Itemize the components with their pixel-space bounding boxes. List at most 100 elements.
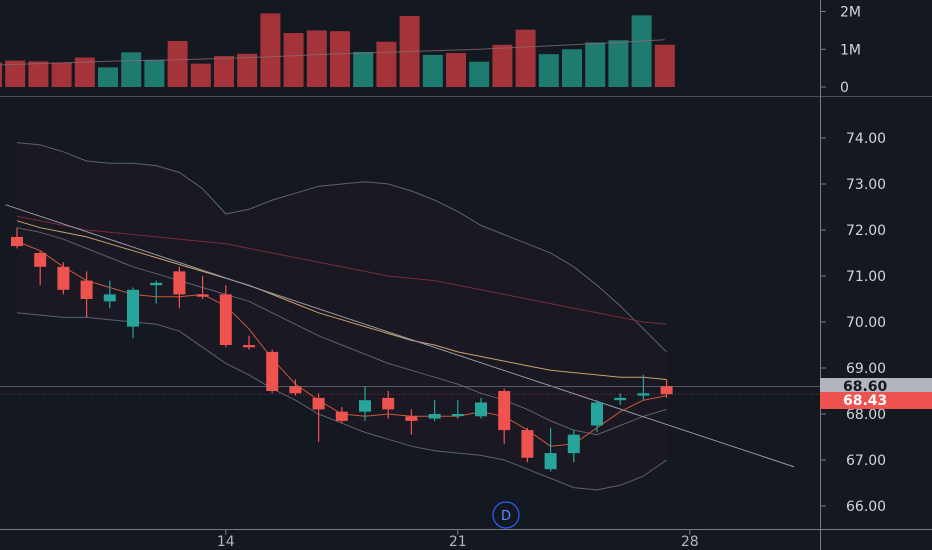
ma-slow-line <box>16 215 667 325</box>
candle[interactable] <box>34 250 47 286</box>
price-tick-label: 73.00 <box>846 177 886 193</box>
time-tick-label: 21 <box>449 534 467 550</box>
volume-bar <box>28 61 49 87</box>
candle-body[interactable] <box>428 414 441 419</box>
candle[interactable] <box>614 393 627 405</box>
candle-body[interactable] <box>11 236 23 247</box>
candle[interactable] <box>451 400 464 419</box>
volume-bar <box>121 52 142 87</box>
candle[interactable] <box>637 374 650 401</box>
volume-bar <box>353 51 374 87</box>
candle[interactable] <box>196 276 209 299</box>
candle-body[interactable] <box>150 282 163 286</box>
candle[interactable] <box>150 280 163 304</box>
last-price-label: 68.43 <box>843 393 887 409</box>
volume-bar <box>492 44 513 87</box>
candle[interactable] <box>521 427 534 463</box>
time-tick-label: 14 <box>217 534 235 550</box>
price-tick-label: 71.00 <box>846 269 886 285</box>
candle-body[interactable] <box>289 386 302 394</box>
trendline[interactable] <box>5 204 795 468</box>
volume-bar <box>422 54 443 87</box>
candle-body[interactable] <box>359 400 371 412</box>
price-axis[interactable]: 66.00 67.00 68.00 69.00 70.00 71.00 72.00 73.00… <box>820 131 886 515</box>
candle[interactable] <box>127 287 139 339</box>
candle-body[interactable] <box>567 434 580 454</box>
volume-bar <box>306 30 327 88</box>
candle-body[interactable] <box>614 397 627 401</box>
candle-body[interactable] <box>544 453 557 470</box>
candle-body[interactable] <box>34 253 47 267</box>
volume-panel <box>0 13 675 88</box>
crosshair-badge-bg <box>820 378 932 395</box>
price-tick-label: 68.00 <box>846 407 886 423</box>
candle-body[interactable] <box>243 345 255 348</box>
volume-bar <box>167 40 188 87</box>
candle-body[interactable] <box>127 289 139 327</box>
price-tick-label: 72.00 <box>846 223 886 239</box>
volume-tick-label: 2M <box>840 5 861 21</box>
volume-axis[interactable]: 0 1M 2M <box>820 5 861 96</box>
candle-body[interactable] <box>103 294 116 302</box>
candle[interactable] <box>11 227 23 249</box>
candle[interactable] <box>591 400 603 433</box>
volume-bar <box>74 57 95 87</box>
candle-body[interactable] <box>57 266 70 290</box>
time-axis[interactable]: 14 21 28 <box>217 529 699 550</box>
candle[interactable] <box>567 430 580 463</box>
candle-body[interactable] <box>405 416 418 421</box>
candle[interactable] <box>173 266 186 309</box>
candle[interactable] <box>498 388 511 444</box>
crosshair-price-badge: 68.60 <box>820 378 932 395</box>
candle-body[interactable] <box>196 294 209 297</box>
volume-bar <box>608 40 629 87</box>
volume-bar <box>237 53 258 87</box>
volume-bar <box>631 15 652 87</box>
candle[interactable] <box>544 427 557 472</box>
candle-body[interactable] <box>637 393 650 396</box>
time-tick-label: 28 <box>681 534 699 550</box>
volume-bar <box>190 63 211 87</box>
candle[interactable] <box>382 391 395 419</box>
candle[interactable] <box>428 400 441 421</box>
candle[interactable] <box>660 379 673 398</box>
candle[interactable] <box>312 393 325 442</box>
candle-body[interactable] <box>382 397 395 410</box>
candle-body[interactable] <box>266 351 279 391</box>
candle-body[interactable] <box>475 402 487 417</box>
candle[interactable] <box>335 407 348 424</box>
candle[interactable] <box>219 285 232 348</box>
volume-bar <box>260 13 281 88</box>
candle-body[interactable] <box>498 391 511 431</box>
volume-bar <box>446 53 466 87</box>
candle-body[interactable] <box>80 280 93 299</box>
candle[interactable] <box>57 262 70 295</box>
price-panel[interactable] <box>0 142 820 491</box>
candle[interactable] <box>80 271 93 318</box>
volume-bar <box>0 62 2 87</box>
ma-medium-line <box>16 220 667 380</box>
candle-body[interactable] <box>591 402 603 426</box>
price-tick-label: 67.00 <box>846 453 886 469</box>
volume-bar <box>562 49 582 87</box>
interval-button[interactable]: D <box>492 501 520 529</box>
candle-body[interactable] <box>219 294 232 345</box>
candle[interactable] <box>405 409 418 435</box>
volume-moving-average <box>0 39 665 66</box>
candle[interactable] <box>475 397 487 419</box>
candle-body[interactable] <box>521 430 534 458</box>
candle-body[interactable] <box>451 414 464 416</box>
candle-body[interactable] <box>173 271 186 295</box>
interval-button-label[interactable]: D <box>501 509 511 524</box>
candle[interactable] <box>103 280 116 309</box>
candle-body[interactable] <box>335 411 348 421</box>
crosshair-price-label: 68.60 <box>843 379 888 395</box>
candle[interactable] <box>243 335 255 350</box>
candle-body[interactable] <box>660 386 673 395</box>
candle[interactable] <box>359 386 371 421</box>
candle-body[interactable] <box>312 397 325 410</box>
candle[interactable] <box>266 349 279 394</box>
interval-button-ring[interactable] <box>492 501 520 529</box>
candle[interactable] <box>289 379 302 396</box>
